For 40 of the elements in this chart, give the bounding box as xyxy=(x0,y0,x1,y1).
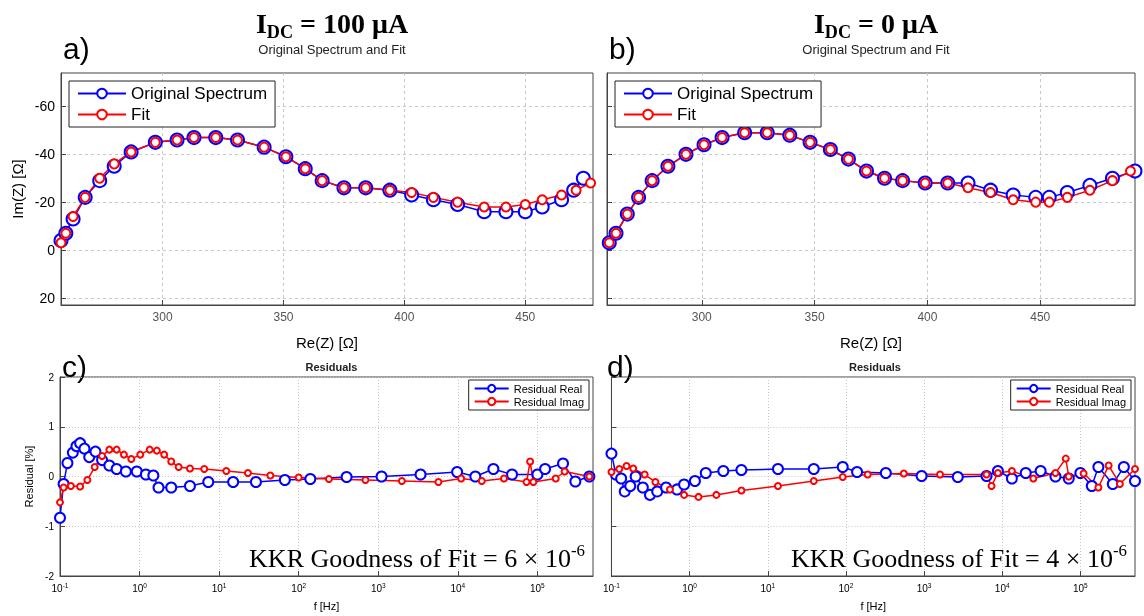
legend-label: Original Spectrum xyxy=(131,84,268,103)
y-tick-label: 1 xyxy=(48,421,55,433)
x-tick-label: 450 xyxy=(1030,310,1051,324)
legend-label: Residual Real xyxy=(513,382,583,395)
x-tick-label: 300 xyxy=(691,310,713,324)
chart-title: Residuals xyxy=(305,361,358,374)
y-tick-label: -40 xyxy=(34,146,56,163)
y-tick-label: -2 xyxy=(45,570,55,582)
x-tick-label: 300 xyxy=(152,310,173,324)
legend-label: Fit xyxy=(677,105,697,124)
y-axis-title: Residual [%] xyxy=(22,445,35,508)
annotation: d) xyxy=(607,349,634,383)
y-tick-label: 0 xyxy=(47,241,56,258)
x-axis-title: Re(Z) [Ω] xyxy=(839,334,903,351)
annotation: c) xyxy=(62,349,87,383)
chart-subtitle: Original Spectrum and Fit xyxy=(258,42,407,58)
legend-label: Residual Imag xyxy=(513,395,585,408)
y-tick-label: 2 xyxy=(48,371,55,383)
x-tick-label: 400 xyxy=(917,310,938,324)
legend-label: Original Spectrum xyxy=(677,84,814,103)
x-axis-title: f [Hz] xyxy=(860,599,887,612)
text: b) xyxy=(609,31,636,65)
y-tick-label: 0 xyxy=(48,471,55,482)
x-tick-label: 350 xyxy=(804,310,825,324)
y-tick-label: -1 xyxy=(45,520,55,532)
x-axis-title: Re(Z) [Ω] xyxy=(295,334,359,351)
text: a) xyxy=(63,31,90,65)
x-axis-title: f [Hz] xyxy=(313,599,340,612)
x-tick-label: 450 xyxy=(515,310,536,324)
x-tick-label: 350 xyxy=(273,310,294,324)
y-tick-label: -20 xyxy=(34,194,56,211)
y-tick-label: 20 xyxy=(39,289,56,306)
legend-label: Fit xyxy=(131,105,151,124)
chart-subtitle: Original Spectrum and Fit xyxy=(802,42,951,58)
y-tick-label: -60 xyxy=(34,98,56,115)
y-axis-title: Im(Z) [Ω] xyxy=(9,159,26,219)
chart-title: Residuals xyxy=(849,361,901,374)
x-tick-label: 400 xyxy=(394,310,415,324)
legend-label: Residual Real xyxy=(1055,382,1125,395)
legend-label: Residual Imag xyxy=(1055,395,1127,408)
